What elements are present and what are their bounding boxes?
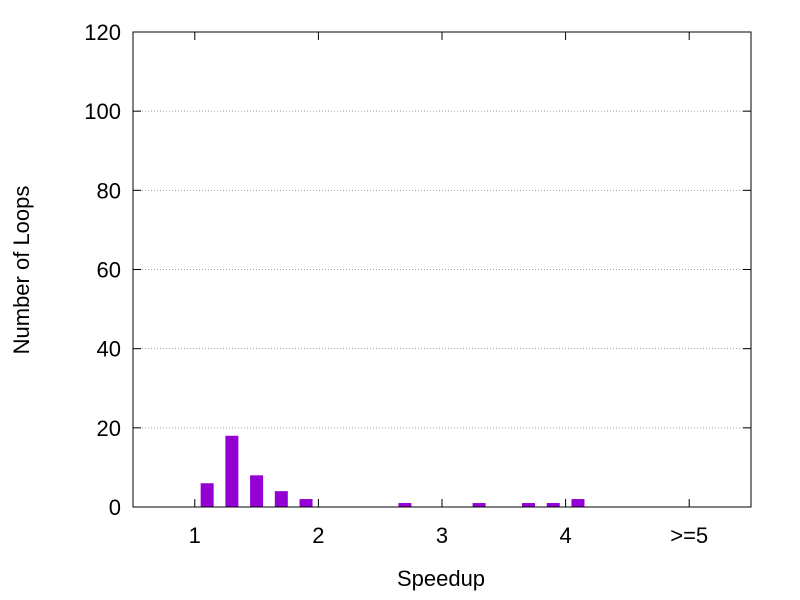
bars [200,435,585,507]
bar [546,503,560,507]
y-tick-labels: 0 20 40 60 80 100 120 [84,20,121,520]
y-tick-label: 120 [84,20,121,45]
y-tick-label: 20 [97,416,121,441]
y-tick-label: 60 [97,258,121,283]
bar [522,503,536,507]
y-tick-label: 80 [97,178,121,203]
grid-lines [133,110,751,429]
bar [200,483,214,507]
x-tick-label: >=5 [670,523,708,548]
x-tick-label: 2 [312,523,324,548]
y-axis-title: Number of Loops [9,186,34,355]
y-tick-label: 40 [97,337,121,362]
x-tick-label: 4 [559,523,571,548]
bar [225,435,239,507]
y-tick-label: 0 [109,495,121,520]
bar [398,503,412,507]
x-axis-title: Speedup [397,566,485,591]
y-tick-label: 100 [84,99,121,124]
bar [274,491,288,507]
bar [299,499,313,507]
bar [571,499,585,507]
x-tick-label: 1 [189,523,201,548]
tick-marks [133,32,751,507]
bar [472,503,486,507]
x-tick-label: 3 [436,523,448,548]
bar [250,475,264,507]
x-tick-labels: 1 2 3 4 >=5 [189,523,708,548]
